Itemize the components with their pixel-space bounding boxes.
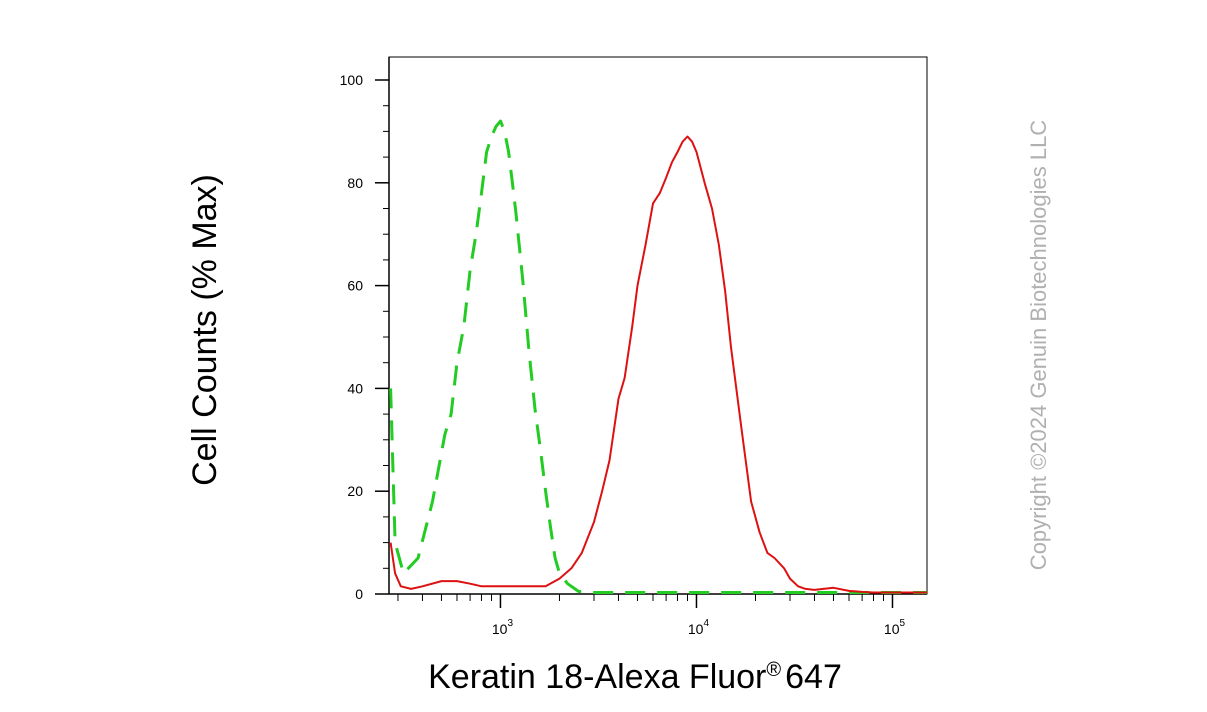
- x-axis-title-mark: ®: [766, 659, 781, 681]
- y-tick-label: 0: [355, 586, 363, 602]
- y-ticks: 0 20 40 60 80 100: [340, 72, 389, 602]
- y-tick-label: 20: [347, 483, 363, 499]
- x-tick-label: 105: [884, 618, 906, 637]
- keratin18-series-line: [389, 135, 927, 594]
- x-ticks: 103 104 105: [397, 594, 906, 637]
- series-layer: [389, 119, 927, 594]
- x-axis-title: Keratin 18-Alexa Fluor® 647: [428, 658, 842, 696]
- y-tick-label: 40: [347, 380, 363, 396]
- y-axis-title: Cell Counts (% Max): [186, 174, 224, 486]
- y-tick-label: 60: [347, 278, 363, 294]
- plot-frame: [388, 56, 928, 595]
- x-tick-label: 104: [688, 618, 710, 637]
- x-axis-title-suffix: 647: [785, 658, 842, 696]
- x-tick-label: 103: [492, 618, 514, 637]
- y-tick-label: 80: [347, 175, 363, 191]
- control-series-line: [389, 119, 927, 594]
- y-tick-label: 100: [340, 72, 364, 88]
- x-axis-title-main: Keratin 18-Alexa Fluor: [428, 658, 766, 696]
- copyright-watermark: Copyright ©2024 Genuin Biotechnologies L…: [1026, 120, 1051, 571]
